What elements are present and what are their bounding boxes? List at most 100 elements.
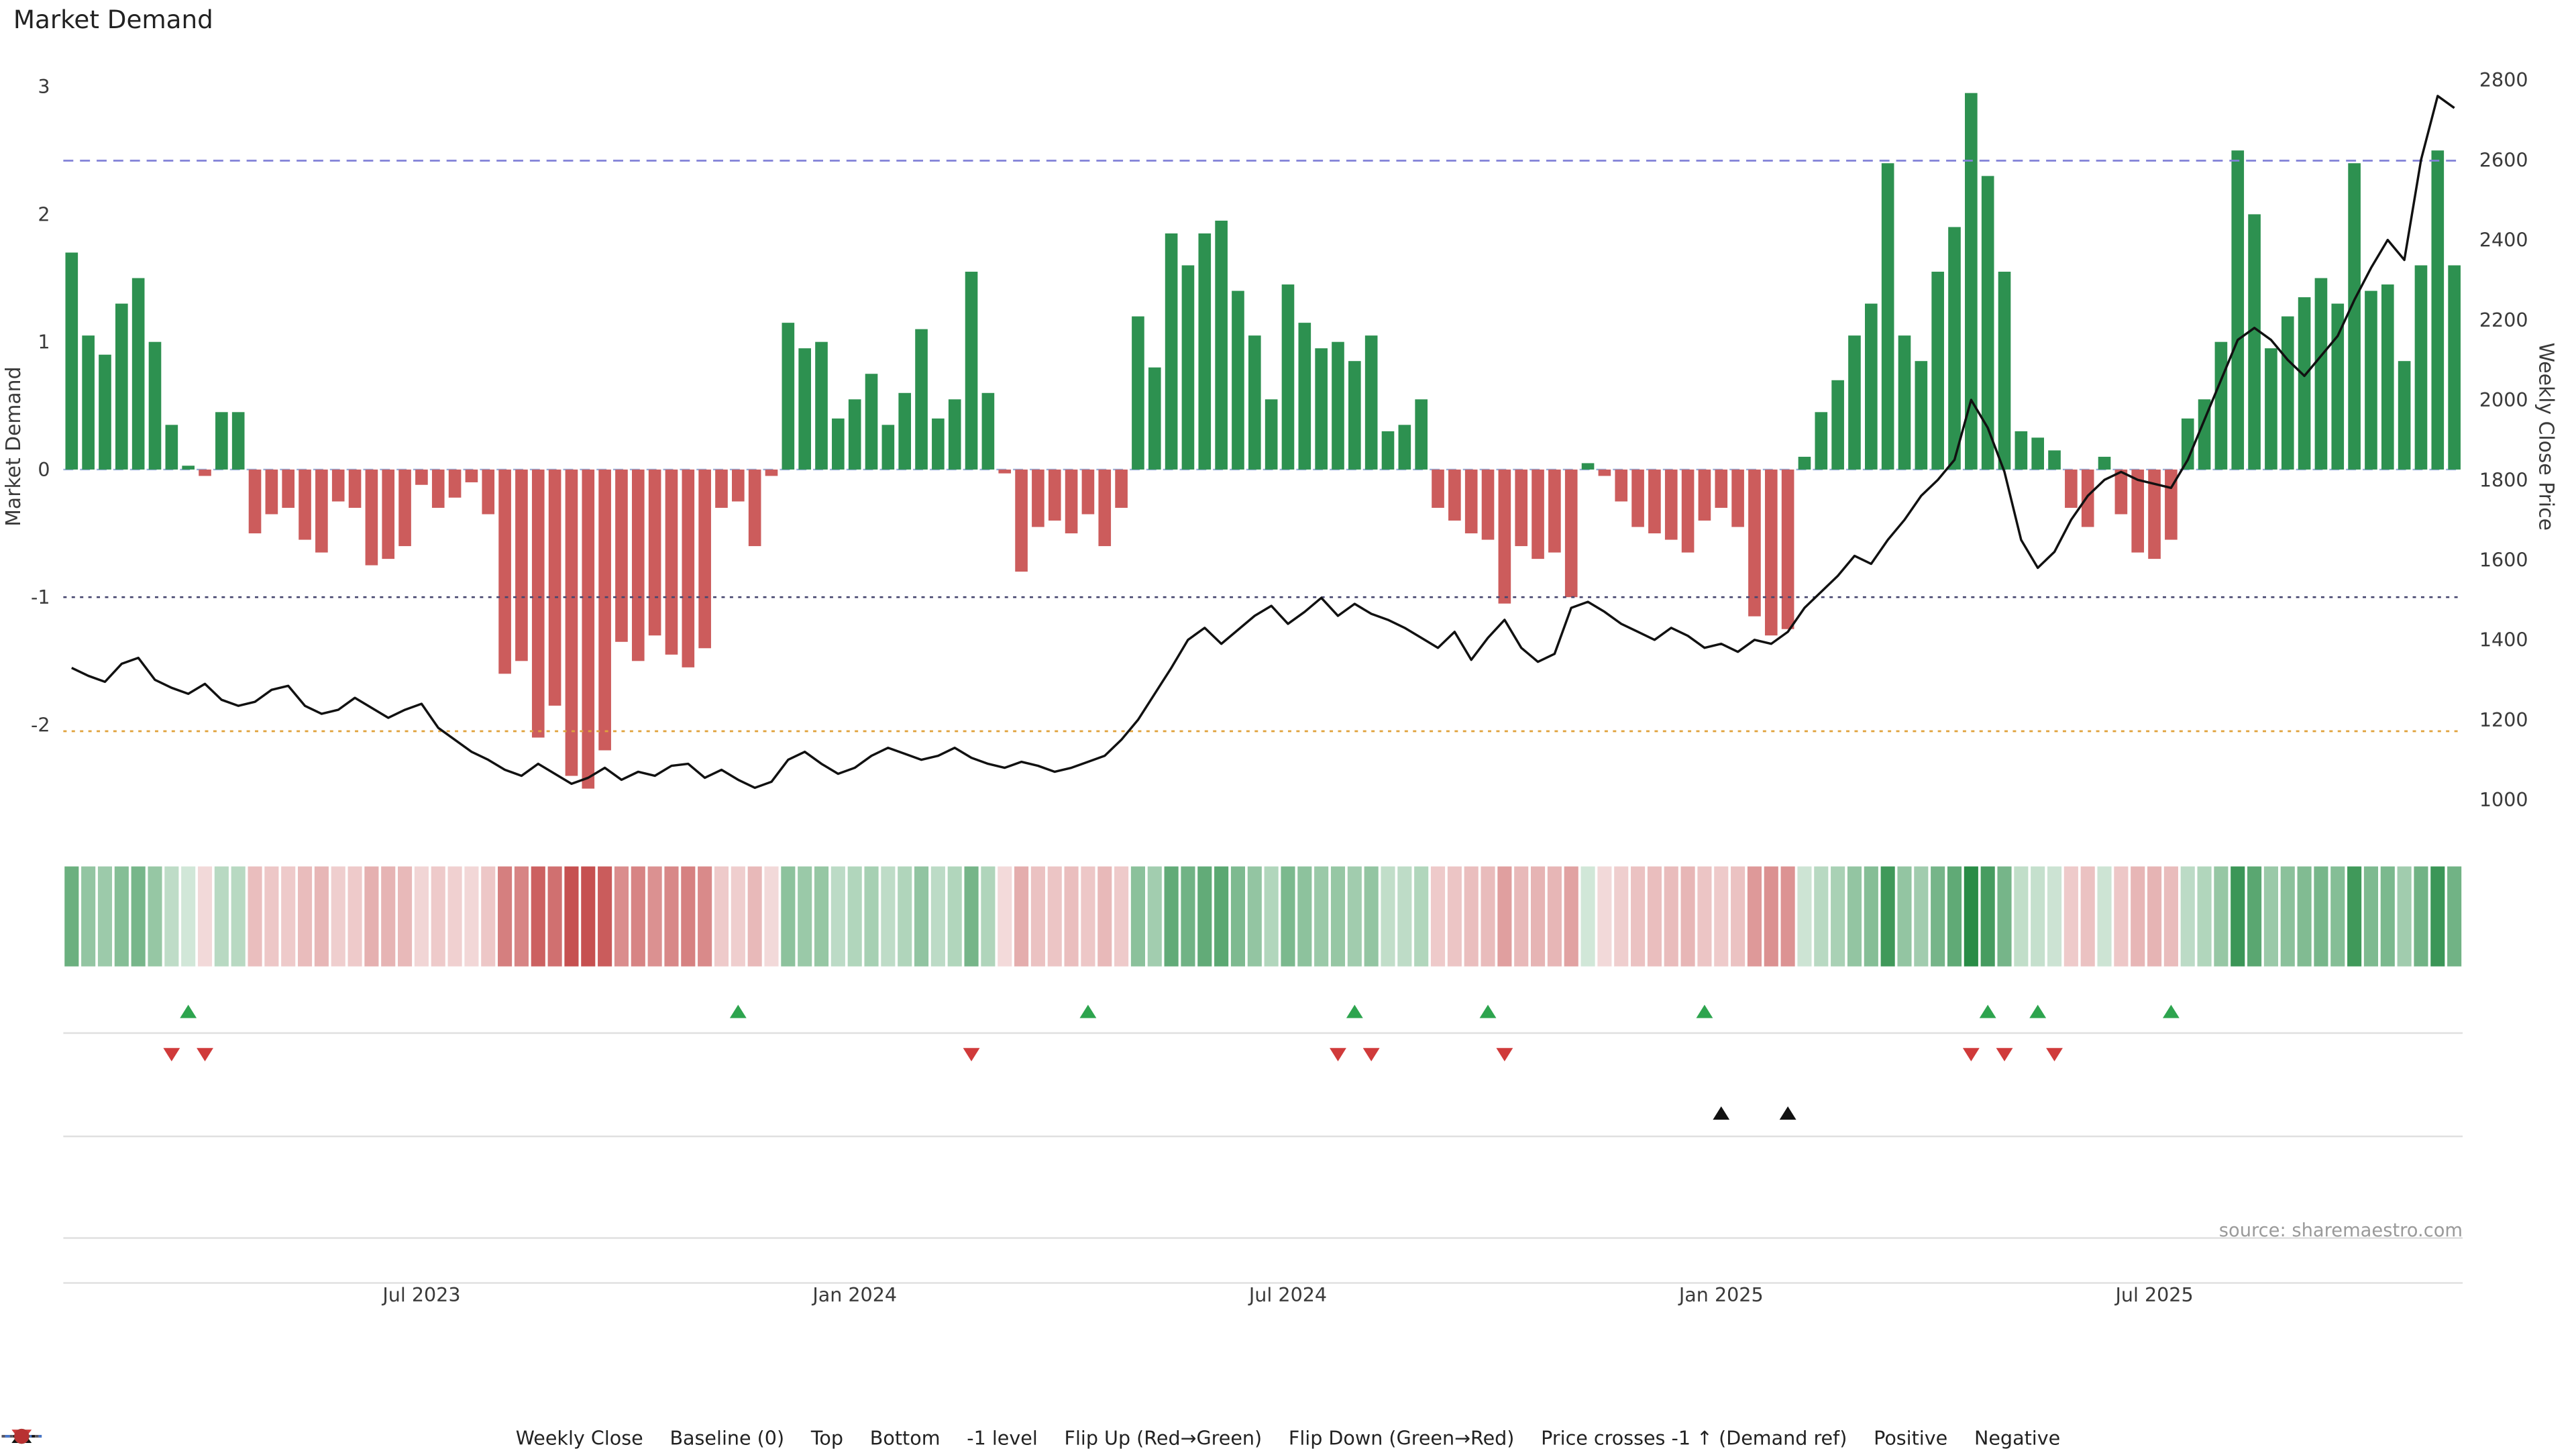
heatmap-cell bbox=[1197, 866, 1212, 967]
price-cross-marker bbox=[1713, 1106, 1730, 1120]
legend-label: Positive bbox=[1874, 1426, 1948, 1449]
chart-legend: Weekly Close Baseline (0) Top Bottom -1 leve… bbox=[0, 1426, 2576, 1449]
demand-bar bbox=[1748, 469, 1761, 616]
heatmap-cell bbox=[381, 866, 396, 967]
heatmap-cell bbox=[114, 866, 129, 967]
demand-bar bbox=[1065, 469, 1078, 534]
heatmap-cell bbox=[714, 866, 729, 967]
heatmap-cell bbox=[764, 866, 779, 967]
demand-bar bbox=[1931, 272, 1944, 470]
heatmap-cell bbox=[447, 866, 462, 967]
demand-bar bbox=[698, 469, 711, 649]
x-axis-tick: Jul 2024 bbox=[1248, 1283, 1327, 1306]
heatmap-cell bbox=[1330, 866, 1346, 967]
flip-up-markers bbox=[180, 1004, 2180, 1018]
demand-bar bbox=[1464, 469, 1478, 534]
demand-bar bbox=[915, 329, 928, 470]
demand-bar bbox=[932, 418, 945, 470]
legend-item: Weekly Close bbox=[1, 1426, 643, 1449]
x-axis-tick: Jul 2023 bbox=[381, 1283, 460, 1306]
flip-down-marker bbox=[197, 1048, 213, 1062]
heatmap-cell bbox=[1430, 866, 1446, 967]
heatmap-cell bbox=[1447, 866, 1462, 967]
heatmap-cell bbox=[1147, 866, 1162, 967]
heatmap-cell bbox=[431, 866, 445, 967]
heatmap-cell bbox=[814, 866, 829, 967]
demand-bar bbox=[1498, 469, 1511, 604]
demand-bar bbox=[115, 303, 128, 470]
heatmap-cell bbox=[2014, 866, 2029, 967]
flip-down-marker bbox=[963, 1048, 980, 1062]
heatmap-cell bbox=[2347, 866, 2362, 967]
heatmap-cell bbox=[2330, 866, 2345, 967]
heatmap-cell bbox=[1314, 866, 1329, 967]
heatmap-cell bbox=[297, 866, 313, 967]
demand-bar bbox=[331, 469, 345, 502]
demand-bar bbox=[515, 469, 528, 661]
price-cross-markers bbox=[1713, 1106, 1796, 1120]
demand-bar bbox=[2048, 450, 2061, 470]
demand-bar bbox=[448, 469, 462, 498]
demand-bar bbox=[1631, 469, 1644, 527]
heatmap-cell bbox=[1797, 866, 1812, 967]
demand-bar bbox=[2031, 437, 2045, 470]
demand-bar bbox=[1232, 290, 1244, 470]
heatmap-cell bbox=[1697, 866, 1712, 967]
heatmap-cell bbox=[1497, 866, 1512, 967]
demand-bar bbox=[2214, 341, 2228, 470]
flip-down-marker bbox=[1362, 1048, 1380, 1062]
right-axis-tick: 2200 bbox=[2479, 309, 2528, 331]
heatmap-cell bbox=[64, 866, 79, 967]
heatmap-cell bbox=[2180, 866, 2195, 967]
right-axis-tick: 1200 bbox=[2479, 708, 2528, 731]
right-axis-tick: 1600 bbox=[2479, 548, 2528, 571]
demand-bar bbox=[1148, 367, 1161, 470]
demand-bar bbox=[981, 392, 995, 470]
demand-bar bbox=[1132, 316, 1144, 470]
heatmap-cell bbox=[1764, 866, 1778, 967]
demand-bar bbox=[2348, 163, 2361, 470]
demand-bar bbox=[498, 469, 511, 674]
demand-bar bbox=[2381, 284, 2394, 470]
legend-label: Flip Up (Red→Green) bbox=[1064, 1426, 1263, 1449]
heatmap-cell bbox=[614, 866, 629, 967]
flip-up-marker bbox=[1479, 1004, 1497, 1018]
legend-item: Price crosses -1 ↑ (Demand ref) bbox=[11, 1426, 1847, 1449]
demand-bar bbox=[948, 399, 961, 470]
heatmap-cell bbox=[2414, 866, 2428, 967]
heatmap-cell bbox=[981, 866, 996, 967]
heatmap-cell bbox=[1397, 866, 1412, 967]
demand-bar bbox=[2198, 399, 2211, 470]
heatmap-cell bbox=[1731, 866, 1746, 967]
demand-bar bbox=[2015, 431, 2028, 470]
heatmap-cell bbox=[2163, 866, 2178, 967]
heatmap-cell bbox=[1580, 866, 1595, 967]
heatmap-cell bbox=[1714, 866, 1729, 967]
demand-bar bbox=[531, 469, 545, 738]
flip-down-marker bbox=[1996, 1048, 2013, 1062]
demand-bar bbox=[2298, 297, 2311, 470]
heatmap-cell bbox=[1214, 866, 1229, 967]
demand-bar bbox=[348, 469, 362, 508]
flip-up-marker bbox=[2162, 1004, 2180, 1018]
demand-bar bbox=[1081, 469, 1095, 515]
demand-bar bbox=[1564, 469, 1578, 598]
heatmap-cell bbox=[1530, 866, 1546, 967]
heatmap-cell bbox=[1931, 866, 1945, 967]
demand-bar bbox=[248, 469, 262, 534]
legend-dot-icon bbox=[14, 1428, 30, 1444]
demand-bar bbox=[648, 469, 661, 636]
heatmap-cell bbox=[1997, 866, 2012, 967]
left-axis-tick: 0 bbox=[38, 458, 50, 481]
heatmap-cell bbox=[1247, 866, 1262, 967]
flip-up-marker bbox=[1346, 1004, 1363, 1018]
flip-up-marker bbox=[1696, 1004, 1713, 1018]
demand-bar bbox=[1364, 335, 1378, 470]
heatmap-cell bbox=[2197, 866, 2212, 967]
demand-bar bbox=[215, 412, 228, 470]
demand-bar bbox=[2181, 418, 2194, 470]
heatmap-cell bbox=[1097, 866, 1112, 967]
heatmap-cell bbox=[1831, 866, 1845, 967]
demand-bar bbox=[1581, 463, 1595, 470]
